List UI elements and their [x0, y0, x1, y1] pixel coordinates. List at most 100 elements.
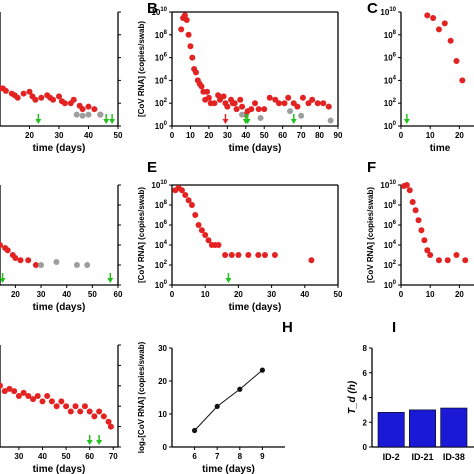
data-point — [183, 16, 190, 23]
x-axis-label: time (days) — [33, 302, 86, 313]
data-point — [444, 257, 451, 264]
data-point — [195, 222, 202, 228]
x-tick-label: 50 — [88, 290, 97, 299]
data-point — [85, 103, 92, 110]
x-tick-label: 50 — [114, 131, 123, 140]
category-label: ID-2 — [383, 452, 400, 462]
data-point — [96, 408, 103, 415]
data-point — [79, 106, 86, 113]
x-tick-label: 70 — [109, 452, 118, 461]
data-point — [56, 93, 62, 100]
data-point — [441, 20, 448, 27]
x-tick-label: 30 — [55, 131, 64, 140]
data-point — [237, 96, 244, 103]
data-point — [79, 112, 86, 119]
y-tick-label: 106 — [384, 220, 397, 230]
x-axis-label: time (days) — [229, 302, 282, 313]
data-point — [435, 26, 442, 33]
arrow-marker-head — [86, 440, 93, 445]
data-point — [70, 96, 77, 103]
y-axis-label: [CoV RNA] (copies/swab) — [137, 187, 146, 283]
arrow-marker-head — [244, 119, 251, 124]
data-point — [188, 202, 195, 208]
data-point — [25, 393, 32, 399]
x-axis-label: time (days) — [33, 464, 86, 474]
x-tick-label: 60 — [85, 452, 94, 461]
fit-line — [194, 369, 263, 431]
data-point — [39, 398, 46, 405]
data-point — [255, 106, 262, 113]
y-tick-label: 1010 — [151, 180, 167, 190]
arrow-marker-head — [290, 119, 297, 124]
x-tick-label: 0 — [170, 131, 175, 140]
data-point — [257, 115, 264, 122]
y-tick-label: 0 — [163, 443, 168, 452]
x-tick-label: 40 — [38, 452, 47, 461]
data-point — [453, 252, 460, 258]
data-point — [67, 408, 74, 415]
data-point — [415, 217, 422, 224]
data-point — [38, 94, 45, 101]
panel-letter: I — [392, 319, 396, 336]
data-point — [100, 413, 107, 420]
data-point — [325, 103, 332, 110]
bar — [440, 407, 468, 448]
x-tick-label: 70 — [297, 131, 306, 140]
data-point — [233, 106, 240, 113]
data-point — [462, 257, 469, 264]
data-point — [107, 423, 114, 430]
data-point — [205, 237, 212, 244]
y-tick-label: 100 — [384, 280, 397, 290]
data-point — [403, 182, 410, 188]
y-tick-label: 102 — [155, 98, 168, 108]
panel-g: time (days) — [0, 344, 121, 474]
panel-d: time (days) — [0, 184, 121, 313]
data-point — [91, 106, 98, 113]
data-point — [248, 106, 255, 113]
data-point — [14, 94, 21, 101]
data-point — [215, 92, 222, 99]
x-tick-label: 20 — [204, 131, 213, 140]
x-tick-label: 10 — [186, 131, 195, 140]
panel-i: I T_d (h) ID-2 ID-21 ID-38 — [347, 319, 474, 462]
data-point — [72, 403, 79, 410]
data-point — [0, 382, 3, 389]
bar — [377, 412, 405, 448]
data-point — [453, 58, 460, 65]
data-point — [12, 255, 19, 262]
data-point — [427, 252, 434, 258]
data-point — [205, 94, 212, 101]
data-point — [185, 197, 192, 204]
x-tick-label: 50 — [62, 452, 71, 461]
x-axis-label: time — [430, 143, 451, 154]
data-point — [421, 237, 428, 244]
y-tick-label: 102 — [155, 260, 168, 270]
data-point — [198, 227, 205, 234]
data-point — [222, 252, 229, 258]
data-point — [26, 88, 33, 95]
x-tick-label: 30 — [223, 131, 232, 140]
data-point — [77, 408, 84, 415]
x-tick-label: 10 — [426, 290, 435, 299]
data-point — [53, 403, 60, 410]
arrow-marker-head — [109, 119, 116, 124]
data-point — [73, 262, 80, 268]
y-tick-label: 104 — [384, 75, 397, 85]
data-point — [178, 187, 185, 194]
y-tick-label: 102 — [384, 260, 397, 270]
x-axis-label: time (days) — [202, 464, 255, 474]
y-tick-label: 106 — [155, 220, 168, 230]
data-point — [214, 403, 220, 410]
data-point — [412, 207, 419, 214]
data-point — [239, 103, 246, 110]
data-point — [204, 88, 211, 95]
data-point — [0, 242, 3, 248]
y-tick-label: 1010 — [380, 7, 396, 17]
data-point — [30, 396, 37, 403]
y-tick-label: 108 — [384, 200, 397, 210]
y-tick-label: 102 — [384, 98, 397, 108]
data-point — [187, 43, 194, 50]
data-point — [15, 393, 22, 399]
